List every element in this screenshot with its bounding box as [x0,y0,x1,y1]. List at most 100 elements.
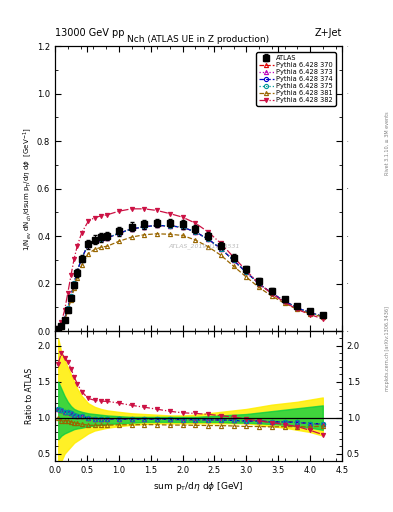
Pythia 6.428 374 [92,238,97,244]
Pythia 6.428 373 [206,236,210,242]
Pythia 6.428 370 [231,258,236,264]
Pythia 6.428 381 [79,262,84,268]
Pythia 6.428 373 [282,298,287,304]
Pythia 6.428 375 [180,224,185,230]
Title: Nch (ATLAS UE in Z production): Nch (ATLAS UE in Z production) [127,35,270,44]
Pythia 6.428 374 [62,316,67,322]
Pythia 6.428 375 [257,281,261,287]
Pythia 6.428 375 [92,238,97,244]
Pythia 6.428 375 [62,316,67,322]
Pythia 6.428 374 [244,269,249,275]
Pythia 6.428 374 [257,281,261,287]
Line: Pythia 6.428 370: Pythia 6.428 370 [56,223,325,331]
Pythia 6.428 374 [116,230,121,237]
Pythia 6.428 374 [105,234,110,241]
Pythia 6.428 370 [65,305,70,311]
Line: Pythia 6.428 374: Pythia 6.428 374 [56,223,325,331]
Pythia 6.428 373 [62,316,67,322]
Pythia 6.428 370 [308,310,312,316]
Pythia 6.428 382 [180,214,185,220]
Pythia 6.428 370 [116,230,121,237]
Pythia 6.428 374 [75,268,80,274]
Line: Pythia 6.428 373: Pythia 6.428 373 [56,223,325,331]
Pythia 6.428 382 [231,254,236,260]
Pythia 6.428 370 [167,223,172,229]
Pythia 6.428 375 [320,313,325,319]
Pythia 6.428 373 [231,258,236,264]
Pythia 6.428 375 [219,245,223,251]
Pythia 6.428 374 [86,242,90,248]
Pythia 6.428 375 [59,323,64,329]
Pythia 6.428 374 [193,229,198,235]
Line: Pythia 6.428 382: Pythia 6.428 382 [56,207,325,330]
Pythia 6.428 381 [244,274,249,280]
Pythia 6.428 374 [282,298,287,304]
Pythia 6.428 382 [129,206,134,212]
Pythia 6.428 373 [167,223,172,229]
Pythia 6.428 370 [270,290,274,296]
Pythia 6.428 370 [56,326,61,332]
Pythia 6.428 382 [308,311,312,317]
Text: mcplots.cern.ch [arXiv:1306.3436]: mcplots.cern.ch [arXiv:1306.3436] [385,306,390,391]
Pythia 6.428 374 [295,305,299,311]
Pythia 6.428 382 [59,319,64,325]
Line: Pythia 6.428 375: Pythia 6.428 375 [56,223,325,331]
Pythia 6.428 382 [244,268,249,274]
Pythia 6.428 375 [308,310,312,316]
Pythia 6.428 375 [231,258,236,264]
Pythia 6.428 381 [155,231,160,237]
Pythia 6.428 370 [320,313,325,319]
Pythia 6.428 375 [72,280,77,286]
Pythia 6.428 375 [270,290,274,296]
Y-axis label: Ratio to ATLAS: Ratio to ATLAS [25,368,34,424]
Pythia 6.428 373 [257,281,261,287]
Pythia 6.428 382 [75,243,80,249]
Pythia 6.428 370 [193,229,198,235]
Pythia 6.428 374 [308,310,312,316]
Pythia 6.428 382 [295,306,299,312]
Pythia 6.428 370 [72,280,77,286]
Pythia 6.428 381 [65,308,70,314]
Pythia 6.428 373 [116,230,121,237]
Pythia 6.428 375 [167,223,172,229]
Line: Pythia 6.428 381: Pythia 6.428 381 [56,232,325,331]
Pythia 6.428 381 [167,231,172,238]
Pythia 6.428 374 [142,224,147,230]
Pythia 6.428 373 [105,234,110,241]
Pythia 6.428 381 [129,234,134,240]
Pythia 6.428 375 [65,305,70,311]
Pythia 6.428 381 [282,300,287,306]
Pythia 6.428 373 [86,242,90,248]
Pythia 6.428 382 [320,316,325,322]
Pythia 6.428 370 [206,236,210,242]
Pythia 6.428 373 [59,323,64,329]
Pythia 6.428 381 [105,243,110,249]
Pythia 6.428 373 [219,245,223,251]
Pythia 6.428 381 [59,324,64,330]
Pythia 6.428 374 [231,258,236,264]
Pythia 6.428 375 [142,224,147,230]
Pythia 6.428 373 [72,280,77,286]
Pythia 6.428 373 [99,236,103,242]
Pythia 6.428 375 [69,293,73,299]
Text: 13000 GeV pp: 13000 GeV pp [55,28,125,38]
Pythia 6.428 370 [69,293,73,299]
Pythia 6.428 370 [79,254,84,261]
X-axis label: sum p$_{\rm T}$/d$\eta$ d$\phi$ [GeV]: sum p$_{\rm T}$/d$\eta$ d$\phi$ [GeV] [153,480,244,493]
Pythia 6.428 375 [86,242,90,248]
Pythia 6.428 373 [142,224,147,230]
Pythia 6.428 373 [295,305,299,311]
Pythia 6.428 381 [99,244,103,250]
Legend: ATLAS, Pythia 6.428 370, Pythia 6.428 373, Pythia 6.428 374, Pythia 6.428 375, P: ATLAS, Pythia 6.428 370, Pythia 6.428 37… [256,52,336,105]
Pythia 6.428 375 [116,230,121,237]
Pythia 6.428 375 [155,222,160,228]
Pythia 6.428 374 [99,236,103,242]
Pythia 6.428 382 [69,272,73,279]
Pythia 6.428 374 [129,226,134,232]
Pythia 6.428 381 [75,274,80,281]
Pythia 6.428 370 [295,305,299,311]
Pythia 6.428 370 [59,323,64,329]
Pythia 6.428 382 [155,207,160,214]
Pythia 6.428 382 [116,208,121,215]
Pythia 6.428 370 [92,238,97,244]
